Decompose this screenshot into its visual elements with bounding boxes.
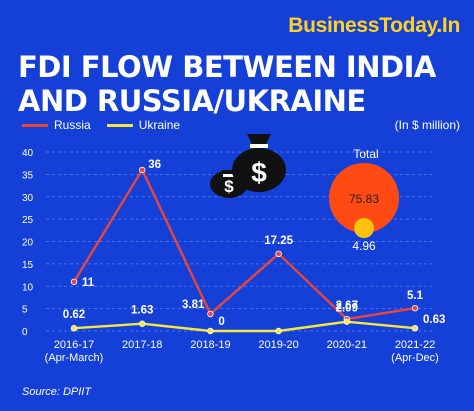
x-tick-label: 2021-22 (Apr-Dec) (391, 339, 439, 364)
total-russia-value: 75.83 (349, 192, 379, 206)
chart-title: FDI FLOW BETWEEN INDIA AND RUSSIA/UKRAIN… (18, 50, 436, 118)
brand-logo: BusinessToday.In (288, 14, 460, 37)
legend: Russia Ukraine (22, 118, 196, 132)
data-label-ukraine: 0 (218, 316, 224, 328)
data-point-russia (207, 310, 214, 318)
legend-swatch-russia (22, 123, 48, 127)
y-tick-label: 25 (22, 215, 34, 226)
y-tick-label: 0 (22, 327, 28, 338)
y-tick-label: 15 (22, 260, 34, 271)
svg-text:$: $ (224, 177, 234, 196)
data-label-ukraine: 0.62 (63, 309, 85, 321)
data-point-ukraine (343, 318, 350, 325)
money-bag-icon: $ (232, 134, 286, 192)
x-tick-label: 2020-21 (327, 339, 367, 351)
data-label-russia: 11 (82, 277, 95, 289)
svg-text:$: $ (251, 157, 267, 188)
unit-note: (In $ million) (394, 118, 460, 132)
y-tick-label: 20 (22, 238, 34, 249)
y-tick-label: 30 (22, 193, 34, 204)
total-label: Total (353, 147, 378, 161)
data-label-ukraine: 1.63 (131, 305, 153, 317)
total-russia-bubble (329, 163, 399, 233)
x-tick-label: 2016-17 (Apr-March) (45, 339, 104, 364)
data-point-ukraine (207, 327, 214, 335)
data-point-russia (138, 166, 146, 174)
series-line-ukraine (73, 320, 416, 333)
total-ukraine-value: 4.96 (352, 239, 376, 253)
data-label-ukraine: 2.09 (336, 303, 358, 315)
legend-label-russia: Russia (54, 118, 91, 132)
legend-swatch-ukraine (106, 123, 133, 127)
y-tick-label: 10 (22, 282, 34, 293)
y-tick-label: 5 (22, 305, 28, 316)
data-label-russia: 2.67 (336, 300, 358, 312)
data-point-russia (275, 250, 282, 258)
legend-item-russia: Russia (22, 118, 91, 132)
y-tick-label: 35 (22, 170, 34, 181)
data-point-russia (411, 304, 419, 312)
data-point-ukraine (275, 327, 282, 335)
x-tick-label: 2017-18 (122, 339, 162, 351)
data-point-ukraine (411, 324, 419, 332)
data-label-russia: 3.81 (182, 299, 205, 311)
legend-label-ukraine: Ukraine (138, 118, 181, 132)
series-line-russia (72, 168, 416, 321)
data-point-ukraine (138, 320, 146, 327)
x-tick-label: 2019-20 (258, 339, 298, 351)
data-label-ukraine: 0.63 (423, 314, 445, 326)
data-point-russia (70, 278, 78, 285)
total-ukraine-bubble (354, 218, 374, 238)
data-label-russia: 36 (148, 159, 161, 171)
data-point-ukraine (70, 325, 78, 332)
data-label-russia: 5.1 (407, 290, 424, 302)
y-tick-label: 40 (22, 148, 34, 159)
data-label-russia: 17.25 (264, 235, 293, 247)
x-tick-label: 2018-19 (190, 339, 230, 351)
source-note: Source: DPIIT (22, 386, 92, 398)
legend-item-ukraine: Ukraine (106, 118, 181, 132)
